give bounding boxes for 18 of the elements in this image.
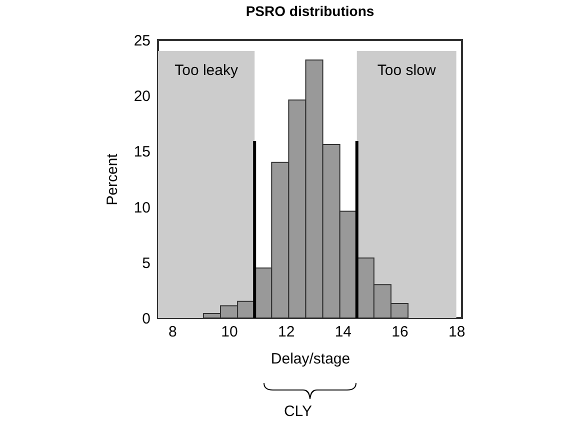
y-tick-label: 10 <box>134 199 150 216</box>
x-tick-label: 16 <box>392 324 408 340</box>
x-axis-title: Delay/stage <box>270 350 350 368</box>
band-label: Too slow <box>377 62 436 79</box>
y-tick-label: 25 <box>134 32 150 50</box>
y-tick-label: 15 <box>134 144 150 161</box>
y-tick-label: 0 <box>142 310 150 328</box>
text: CLY <box>284 403 312 420</box>
y-tick-label: 20 <box>134 88 150 106</box>
y-tick-label: 5 <box>142 254 150 272</box>
chart-title: PSRO distributions <box>246 3 374 19</box>
band-label: Too leaky <box>174 62 238 79</box>
x-tick-label: 8 <box>168 324 177 340</box>
x-tick-label: 10 <box>221 324 238 340</box>
x-tick-label: 14 <box>334 324 352 340</box>
x-tick-label: 18 <box>448 324 466 340</box>
x-tick-label: 12 <box>278 324 295 340</box>
y-axis-title: Percent <box>104 152 121 206</box>
